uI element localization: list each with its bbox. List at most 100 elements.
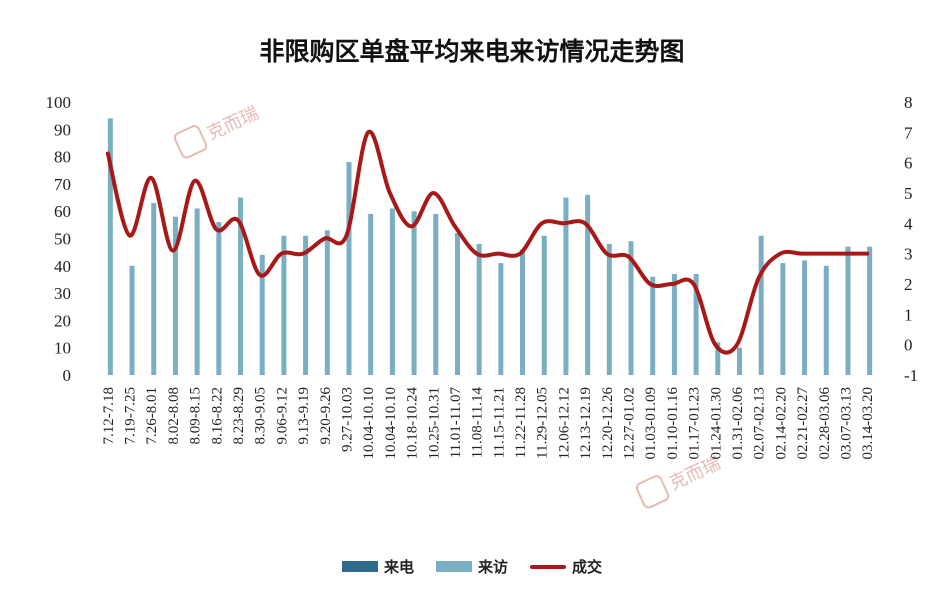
x-axis-tick-label: 03.07-03.13 — [838, 387, 854, 460]
x-axis-tick-label: 01.17-01.23 — [687, 387, 703, 460]
x-axis-tick-label: 02.14-02.20 — [773, 387, 789, 460]
bar-visits — [845, 246, 851, 375]
watermark-logo-box — [173, 125, 208, 159]
x-axis-tick-label: 8.09-8.15 — [188, 387, 204, 445]
x-axis-tick-label: 10.04-10.10 — [361, 387, 377, 460]
left-axis-tick-label: 70 — [54, 175, 71, 194]
x-axis-tick-label: 01.24-01.30 — [708, 387, 724, 460]
bar-visits — [476, 243, 482, 375]
bar-visits — [780, 263, 786, 375]
x-axis-labels: 7.12-7.18 7.19-7.25 7.26-8.01 8.02-8.08 8.09… — [101, 387, 876, 460]
bar-visits — [129, 265, 135, 375]
bar-visits — [671, 273, 677, 375]
left-y-axis: 0 10 20 30 40 50 60 70 80 90 100 — [46, 93, 72, 385]
bar-visits — [368, 213, 374, 375]
bar-visits — [151, 203, 157, 375]
left-axis-tick-label: 100 — [46, 93, 72, 112]
bar-visits — [281, 235, 287, 375]
left-axis-tick-label: 0 — [63, 366, 72, 385]
bar-visits — [585, 194, 591, 375]
x-axis-tick-label: 01.10-01.16 — [665, 387, 681, 460]
x-axis-tick-label: 12.27-01.02 — [622, 387, 638, 460]
legend-item-calls: 来电 — [341, 556, 414, 577]
right-axis-tick-label: 3 — [904, 245, 913, 264]
bar-visits — [172, 216, 178, 375]
right-y-axis: -1 0 1 2 3 4 5 6 7 8 — [904, 93, 918, 385]
right-axis-tick-label: 7 — [904, 123, 913, 142]
x-axis-tick-label: 7.12-7.18 — [101, 387, 117, 445]
watermark-text: 克而瑞 — [204, 103, 262, 145]
x-axis-tick-label: 11.22-11.28 — [513, 387, 529, 458]
right-axis-tick-label: -1 — [904, 366, 918, 385]
left-axis-tick-label: 10 — [54, 339, 71, 358]
bar-visits — [693, 273, 699, 375]
x-axis-tick-label: 8.02-8.08 — [166, 387, 182, 445]
x-axis-tick-label: 10.25-10.31 — [426, 387, 442, 460]
right-axis-tick-label: 4 — [904, 214, 913, 233]
left-axis-tick-label: 80 — [54, 148, 71, 167]
x-axis-tick-label: 8.30-9.05 — [253, 387, 269, 445]
left-axis-tick-label: 90 — [54, 120, 71, 139]
x-axis-tick-label: 7.19-7.25 — [123, 387, 139, 445]
bar-visits — [541, 235, 547, 375]
bar-visits — [606, 243, 612, 375]
bar-visits — [563, 197, 569, 375]
watermark-logo-box — [635, 475, 670, 509]
x-axis-tick-label: 9.06-9.12 — [274, 387, 290, 445]
legend-swatch-deals — [530, 564, 566, 569]
bar-visits — [498, 263, 504, 375]
right-axis-tick-label: 8 — [904, 93, 913, 112]
bar-visits — [238, 197, 244, 375]
x-axis-tick-label: 02.07-02.13 — [752, 387, 768, 460]
bar-visits — [715, 342, 721, 375]
x-axis-tick-label: 03.14-03.20 — [860, 387, 876, 460]
bar-series-group — [107, 118, 873, 375]
x-axis-tick-label: 9.27-10.03 — [339, 387, 355, 452]
bar-visits — [736, 347, 742, 375]
right-axis-tick-label: 2 — [904, 275, 913, 294]
legend-label-deals: 成交 — [572, 558, 603, 576]
x-axis-tick-label: 8.23-8.29 — [231, 387, 247, 445]
bar-visits — [216, 222, 222, 375]
bar-visits — [867, 246, 873, 375]
bar-visits — [802, 260, 808, 375]
x-axis-tick-label: 12.13-12.19 — [578, 387, 594, 460]
bar-visits — [823, 265, 829, 375]
x-axis-tick-label: 11.29-12.05 — [535, 387, 551, 459]
legend-item-deals: 成交 — [530, 556, 602, 577]
x-axis-tick-label: 10.18-10.24 — [405, 387, 421, 460]
right-axis-tick-label: 6 — [904, 154, 913, 173]
x-axis-tick-label: 9.13-9.19 — [296, 387, 312, 445]
x-axis-tick-label: 12.06-12.12 — [556, 387, 572, 460]
x-axis-tick-label: 02.28-03.06 — [817, 387, 833, 460]
x-axis-tick-label: 9.20-9.26 — [318, 387, 334, 445]
x-axis-tick-label: 8.16-8.22 — [209, 387, 225, 445]
x-axis-tick-label: 02.21-02.27 — [795, 387, 811, 460]
x-axis-tick-label: 01.31-02.06 — [730, 387, 746, 460]
x-axis-tick-label: 11.01-11.07 — [448, 387, 464, 459]
x-axis-tick-label: 10.04-10.10 — [383, 387, 399, 460]
right-axis-tick-label: 1 — [904, 305, 913, 324]
line-series-group — [105, 130, 870, 355]
bar-visits — [650, 276, 656, 375]
left-axis-tick-label: 20 — [54, 311, 71, 330]
legend: 来电 来访 成交 — [0, 556, 944, 577]
left-axis-tick-label: 30 — [54, 284, 71, 303]
bar-visits — [433, 213, 439, 375]
bar-visits — [346, 162, 352, 375]
bar-visits — [303, 235, 309, 375]
bar-visits — [389, 208, 395, 375]
legend-label-calls: 来电 — [383, 558, 414, 576]
x-axis-tick-label: 11.15-11.21 — [491, 387, 507, 458]
watermark: 克而瑞 — [173, 103, 262, 159]
legend-item-visits: 来访 — [435, 556, 508, 577]
right-axis-tick-label: 5 — [904, 184, 913, 203]
legend-swatch-calls — [341, 561, 378, 572]
bar-visits — [454, 233, 460, 375]
bar-visits — [520, 249, 526, 375]
bar-visits — [324, 230, 330, 375]
right-axis-tick-label: 0 — [904, 336, 913, 355]
bar-visits — [628, 241, 634, 375]
